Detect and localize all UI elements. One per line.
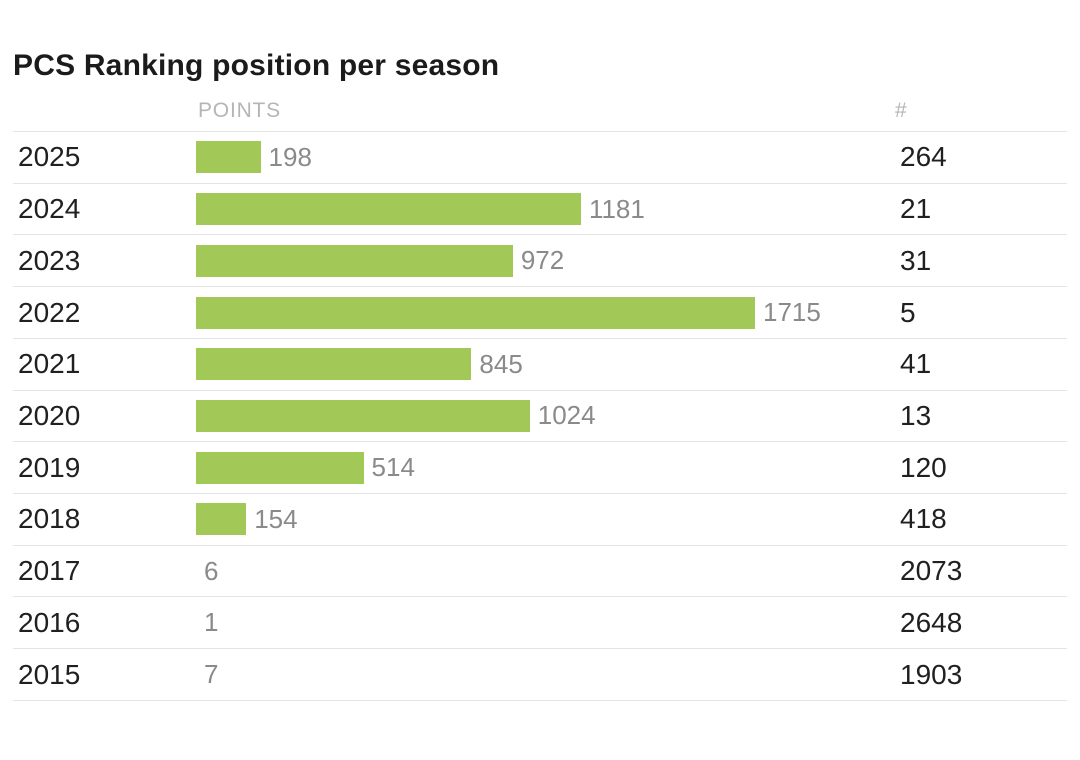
points-value-label: 6 xyxy=(204,555,219,586)
points-value-label: 154 xyxy=(254,503,298,534)
season-row: 2022 1715 5 xyxy=(13,287,1067,339)
points-column-header: POINTS xyxy=(198,99,281,122)
season-year-label: 2015 xyxy=(18,658,81,690)
season-year-label: 2018 xyxy=(18,503,81,535)
points-bar-cell: 1 xyxy=(196,607,900,638)
rank-value: 21 xyxy=(900,193,932,225)
season-year-label: 2019 xyxy=(18,451,81,483)
season-year-label: 2017 xyxy=(18,555,81,587)
season-row: 2019 514 120 xyxy=(13,442,1067,495)
points-bar-cell: 1181 xyxy=(196,193,900,226)
rank-value: 1903 xyxy=(900,658,963,690)
season-year-label: 2025 xyxy=(18,141,81,173)
points-bar xyxy=(196,193,581,226)
points-bar xyxy=(196,399,530,432)
rank-value: 2073 xyxy=(900,555,963,587)
points-bar xyxy=(196,503,247,536)
season-row: 2018 154 418 xyxy=(13,494,1067,546)
points-value-label: 7 xyxy=(204,659,219,690)
season-year-label: 2016 xyxy=(18,606,81,638)
points-bar-cell: 7 xyxy=(196,659,900,690)
points-value-label: 198 xyxy=(268,141,312,172)
season-year-label: 2023 xyxy=(18,244,81,276)
points-value-label: 1181 xyxy=(588,193,645,224)
season-row: 2020 1024 13 xyxy=(13,391,1067,443)
points-bar-cell: 1715 xyxy=(196,296,900,329)
points-bar xyxy=(196,296,755,329)
points-bar-cell: 514 xyxy=(196,451,900,484)
rank-value: 2648 xyxy=(900,606,963,638)
season-year-label: 2024 xyxy=(18,193,81,225)
page-title: PCS Ranking position per season xyxy=(13,49,500,82)
season-row: 2023 972 31 xyxy=(13,235,1067,288)
points-bar-cell: 198 xyxy=(196,141,900,174)
rank-column-header: # xyxy=(895,99,908,122)
season-row: 2024 1181 21 xyxy=(13,184,1067,236)
table-header-row: POINTS # xyxy=(13,83,1067,131)
points-value-label: 514 xyxy=(371,452,415,483)
points-bar xyxy=(196,141,261,174)
points-bar-cell: 154 xyxy=(196,503,900,536)
rank-value: 31 xyxy=(900,244,932,276)
rank-value: 41 xyxy=(900,348,932,380)
rank-value: 120 xyxy=(900,451,947,483)
season-ranking-table: 2025 198 264 2024 1181 21 2023 972 31 20… xyxy=(13,131,1067,701)
season-row: 2016 1 2648 xyxy=(13,597,1067,650)
points-bar-cell: 1024 xyxy=(196,399,900,432)
season-year-label: 2022 xyxy=(18,296,81,328)
season-row: 2025 198 264 xyxy=(13,132,1067,184)
rank-value: 5 xyxy=(900,296,916,328)
points-bar-cell: 972 xyxy=(196,244,900,277)
rank-value: 418 xyxy=(900,503,947,535)
points-value-label: 845 xyxy=(479,348,523,379)
rank-value: 264 xyxy=(900,141,947,173)
season-row: 2017 6 2073 xyxy=(13,546,1067,598)
points-bar-cell: 845 xyxy=(196,348,900,381)
points-bar xyxy=(196,244,513,277)
points-bar xyxy=(196,348,472,381)
points-value-label: 1715 xyxy=(763,297,821,328)
season-year-label: 2020 xyxy=(18,399,81,431)
season-row: 2021 845 41 xyxy=(13,339,1067,391)
points-value-label: 1024 xyxy=(537,400,596,431)
points-value-label: 1 xyxy=(204,607,219,638)
rank-value: 13 xyxy=(900,399,932,431)
points-value-label: 972 xyxy=(520,245,565,276)
points-bar xyxy=(196,451,364,484)
season-row: 2015 7 1903 xyxy=(13,649,1067,701)
season-year-label: 2021 xyxy=(18,348,81,380)
points-bar-cell: 6 xyxy=(196,556,900,587)
